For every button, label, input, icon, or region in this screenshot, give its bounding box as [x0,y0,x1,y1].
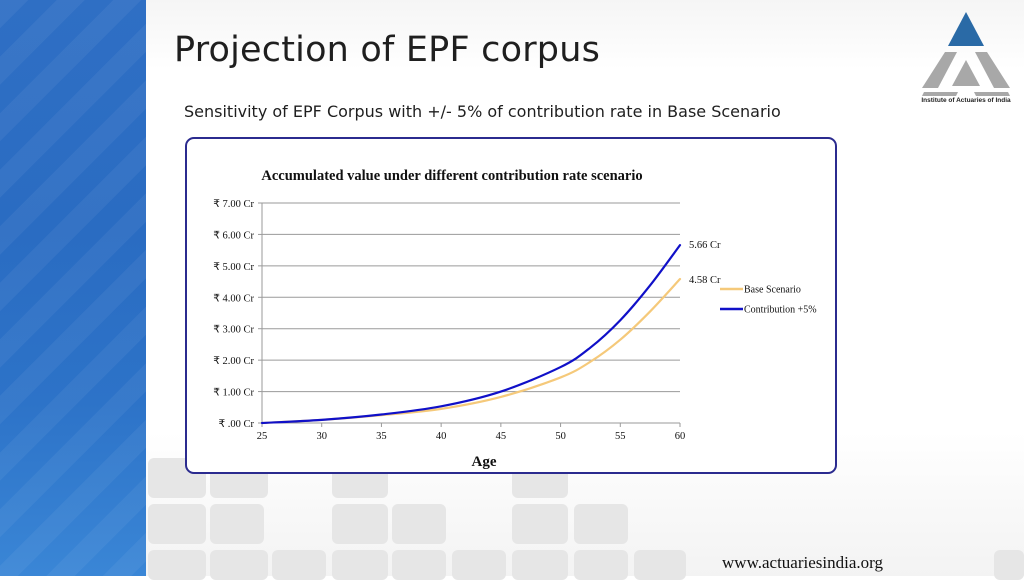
x-tick-label: 45 [496,431,507,442]
line-chart: Accumulated value under different contri… [213,168,817,470]
background-tile [210,504,264,544]
y-tick-label: ₹ .00 Cr [218,418,254,430]
data-label-annotation: 5.66 Cr [689,240,721,251]
x-tick-label: 25 [257,431,268,442]
y-tick-label: ₹ 4.00 Cr [213,292,254,304]
slide-subtitle: Sensitivity of EPF Corpus with +/- 5% of… [184,102,781,121]
background-tile [512,504,568,544]
left-decorative-band [0,0,146,576]
legend-entry: Contribution +5% [744,305,817,316]
x-axis-label: Age [472,454,497,470]
background-tile [148,504,206,544]
y-tick-label: ₹ 6.00 Cr [213,229,254,241]
background-tile [332,550,388,580]
data-label-annotation: 4.58 Cr [689,275,721,286]
y-tick-label: ₹ 3.00 Cr [213,324,254,336]
background-tile [512,550,568,580]
x-tick-label: 40 [436,431,447,442]
logo-base-left-icon [922,92,958,96]
footer-url: www.actuariesindia.org [722,553,883,572]
background-tile [634,550,686,580]
background-tile [148,550,206,580]
slide-title: Projection of EPF corpus [174,30,601,70]
y-tick-label: ₹ 1.00 Cr [213,387,254,399]
logo-left-shape-icon [922,52,957,88]
background-tile [994,550,1024,580]
legend-entry: Base Scenario [744,285,801,296]
x-tick-label: 60 [675,431,686,442]
y-tick-label: ₹ 5.00 Cr [213,261,254,273]
background-tile [392,550,446,580]
chart-container: Accumulated value under different contri… [185,137,837,474]
logo-caption: Institute of Actuaries of India [921,97,1011,104]
background-tile [574,550,628,580]
chart-title: Accumulated value under different contri… [261,168,642,184]
contribution-plus5-line [260,244,682,425]
background-tile [332,504,388,544]
background-tile [392,504,446,544]
base-scenario-line [260,277,682,425]
institute-logo [922,12,1010,96]
logo-base-right-icon [974,92,1010,96]
logo-center-shape-icon [952,60,980,86]
background-tile [272,550,326,580]
x-tick-label: 35 [376,431,387,442]
background-tile [574,504,628,544]
logo-top-triangle-icon [948,12,984,46]
background-tile [452,550,506,580]
x-tick-label: 55 [615,431,626,442]
x-tick-label: 50 [555,431,566,442]
y-tick-label: ₹ 2.00 Cr [213,355,254,367]
y-tick-label: ₹ 7.00 Cr [213,198,254,210]
logo-right-shape-icon [975,52,1010,88]
background-tile [210,550,268,580]
x-tick-label: 30 [316,431,327,442]
